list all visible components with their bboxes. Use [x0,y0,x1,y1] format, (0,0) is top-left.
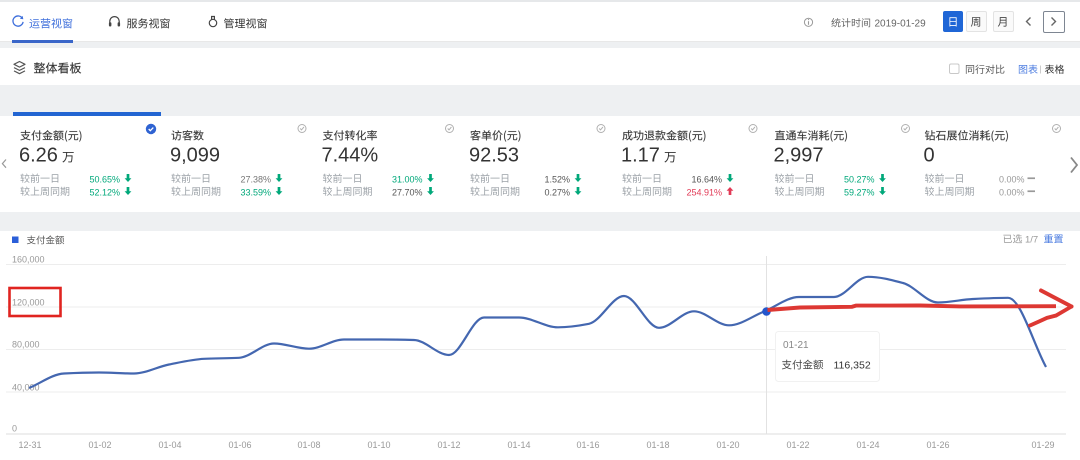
svg-text:52.12%: 52.12% [89,188,120,198]
svg-text:01-08: 01-08 [297,440,320,450]
svg-text:0: 0 [12,424,17,434]
svg-text:1.52%: 1.52% [544,175,570,185]
svg-text:31.00%: 31.00% [392,175,423,185]
svg-text:01-12: 01-12 [437,440,460,450]
svg-text:01-22: 01-22 [786,440,809,450]
svg-text:116,352: 116,352 [834,360,871,372]
svg-text:01-02: 01-02 [88,440,111,450]
svg-text:50.65%: 50.65% [89,175,120,185]
svg-text:2,997: 2,997 [774,145,824,167]
svg-text:254.91%: 254.91% [686,188,722,198]
svg-text:12-31: 12-31 [18,440,41,450]
svg-text:01-18: 01-18 [646,440,669,450]
svg-text:92.53: 92.53 [469,145,519,167]
svg-text:01-04: 01-04 [158,440,181,450]
svg-text:80,000: 80,000 [12,340,40,350]
svg-text:0.27%: 0.27% [544,188,570,198]
svg-text:01-29: 01-29 [1031,440,1054,450]
svg-text:01-06: 01-06 [228,440,251,450]
svg-text:27.38%: 27.38% [240,175,271,185]
svg-text:0.00%: 0.00% [999,175,1025,185]
svg-text:0: 0 [924,145,935,167]
svg-text:9,099: 9,099 [170,145,220,167]
svg-text:33.59%: 33.59% [240,188,271,198]
svg-text:1.17: 1.17 [621,145,660,167]
svg-text:160,000: 160,000 [12,255,45,265]
svg-text:6.26: 6.26 [19,145,58,167]
svg-text:16.64%: 16.64% [691,175,722,185]
svg-text:01-10: 01-10 [367,440,390,450]
svg-text:27.70%: 27.70% [392,188,423,198]
svg-text:7.44%: 7.44% [322,145,379,167]
svg-text:01-16: 01-16 [576,440,599,450]
svg-text:01-21: 01-21 [783,340,809,351]
svg-text:120,000: 120,000 [12,298,45,308]
svg-text:01-26: 01-26 [926,440,949,450]
svg-text:0.00%: 0.00% [999,188,1025,198]
svg-text:01-14: 01-14 [507,440,530,450]
svg-text:01-24: 01-24 [856,440,879,450]
svg-text:2019-01-29: 2019-01-29 [875,19,927,30]
svg-text:40,000: 40,000 [12,383,40,393]
svg-text:59.27%: 59.27% [844,188,875,198]
svg-text:01-20: 01-20 [716,440,739,450]
svg-text:50.27%: 50.27% [844,175,875,185]
svg-text:1/7: 1/7 [1025,235,1038,246]
